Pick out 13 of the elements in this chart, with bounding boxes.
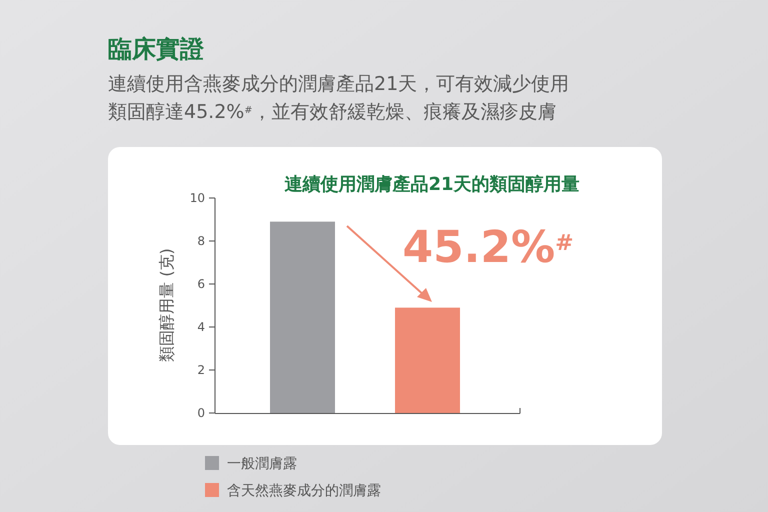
y-tick-label: 10 [190, 191, 205, 206]
chart-subtitle: 連續使用含燕麥成分的潤膚產品21天，可有效減少使用類固醇達45.2%$^{#}$，並有效舒緩乾燥、痕癢及濕疹皮膚 [108, 73, 570, 123]
y-tick-label: 4 [197, 320, 205, 334]
legend-label: 含天然燕麥成分的潤膚露 [227, 482, 381, 499]
legend-label: 一般潤膚露 [227, 456, 297, 472]
chart-title: 臨床實證 [108, 35, 205, 63]
annotation: 45.2%$^{#}$ [402, 222, 574, 273]
y-axis-title: 類固醇用量 (克) [157, 248, 176, 362]
text: 連續使用潤膚產品21天的類固醇用量 [284, 174, 580, 195]
y-tick-label: 0 [197, 406, 205, 420]
y-tick-label: 2 [197, 363, 205, 378]
y-tick-label: 6 [197, 277, 205, 292]
y-tick-label: 8 [197, 234, 205, 248]
